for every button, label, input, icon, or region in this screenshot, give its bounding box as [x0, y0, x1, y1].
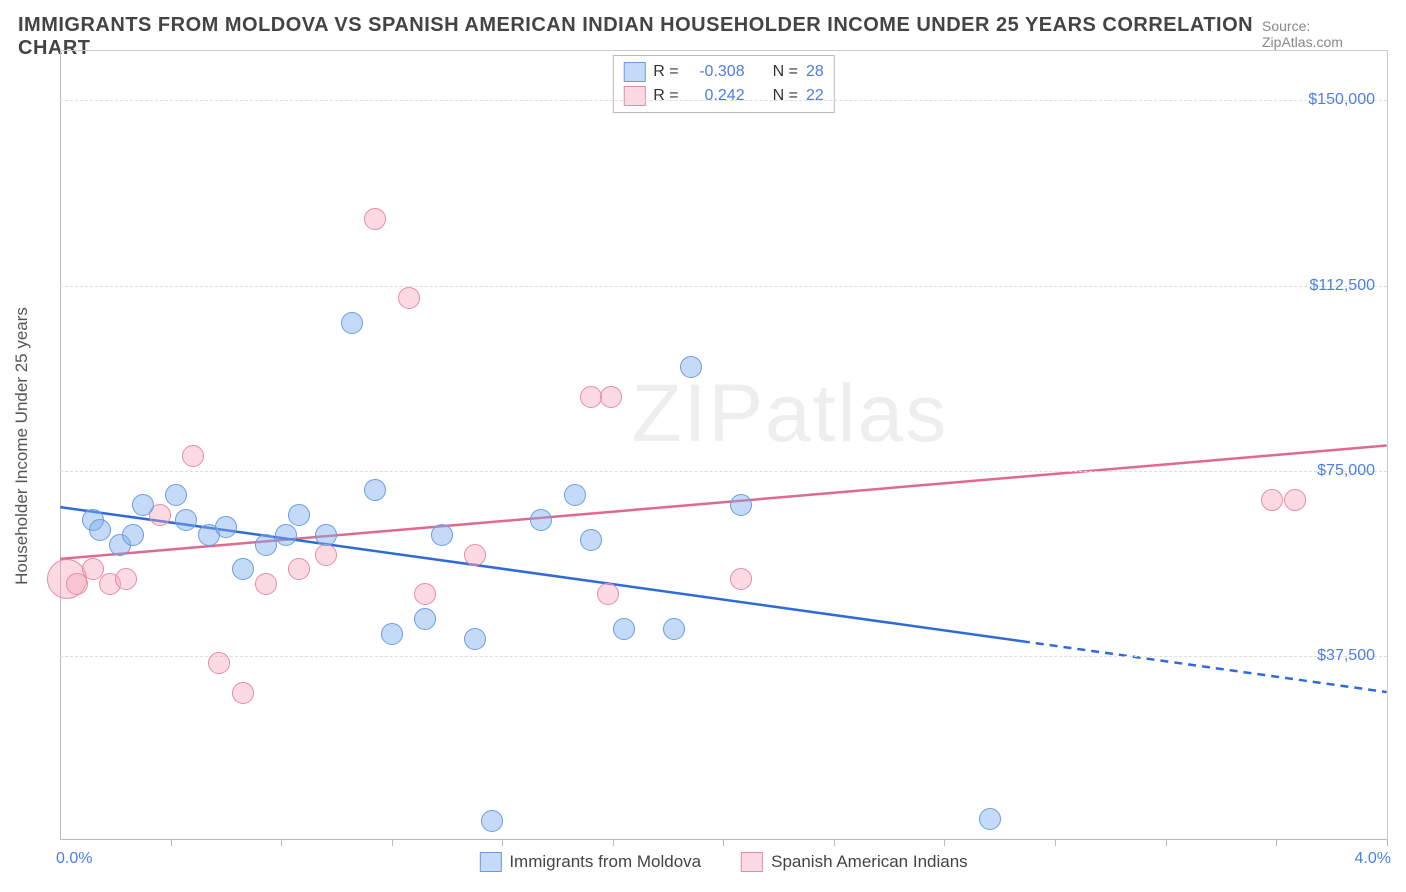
x-max-label: 4.0%: [1355, 850, 1391, 868]
y-tick-label: $75,000: [1317, 462, 1375, 480]
data-point: [182, 445, 204, 467]
y-tick-label: $112,500: [1309, 277, 1375, 295]
h-gridline: [60, 471, 1387, 472]
data-point: [600, 386, 622, 408]
swatch-pink: [623, 86, 645, 106]
series-legend: Immigrants from Moldova Spanish American…: [479, 852, 967, 872]
data-point: [255, 573, 277, 595]
n-label: N =: [773, 60, 798, 84]
y-axis: [60, 51, 61, 840]
series-label-a: Immigrants from Moldova: [509, 852, 701, 872]
data-point: [315, 524, 337, 546]
data-point: [580, 386, 602, 408]
data-point: [613, 618, 635, 640]
data-point: [580, 529, 602, 551]
series-legend-item-a: Immigrants from Moldova: [479, 852, 701, 872]
data-point: [315, 544, 337, 566]
data-point: [215, 516, 237, 538]
correlation-legend-row-b: R = 0.242 N = 22: [623, 84, 823, 108]
h-gridline: [60, 656, 1387, 657]
data-point: [680, 356, 702, 378]
data-point: [232, 682, 254, 704]
y-axis-title: Householder Income Under 25 years: [12, 307, 32, 585]
data-point: [597, 583, 619, 605]
data-point: [381, 623, 403, 645]
swatch-blue: [479, 852, 501, 872]
data-point: [288, 558, 310, 580]
watermark: ZIPatlas: [631, 367, 948, 461]
data-point: [122, 524, 144, 546]
data-point: [730, 494, 752, 516]
data-point: [464, 544, 486, 566]
correlation-legend: R = -0.308 N = 28 R = 0.242 N = 22: [612, 55, 834, 113]
series-legend-item-b: Spanish American Indians: [741, 852, 968, 872]
x-minor-tick: [1166, 840, 1167, 846]
x-minor-tick: [944, 840, 945, 846]
x-minor-tick: [723, 840, 724, 846]
data-point: [364, 208, 386, 230]
x-minor-tick: [392, 840, 393, 846]
data-point: [275, 524, 297, 546]
data-point: [414, 608, 436, 630]
data-point: [1261, 489, 1283, 511]
data-point: [530, 509, 552, 531]
swatch-blue: [623, 62, 645, 82]
data-point: [414, 583, 436, 605]
trendlines-layer: [60, 51, 1387, 840]
data-point: [464, 628, 486, 650]
r-label: R =: [653, 60, 678, 84]
data-point: [255, 534, 277, 556]
h-gridline: [60, 286, 1387, 287]
r-value-a: -0.308: [687, 60, 745, 84]
r-value-b: 0.242: [687, 84, 745, 108]
plot-area: Householder Income Under 25 years ZIPatl…: [60, 50, 1388, 840]
source-label: Source: ZipAtlas.com: [1262, 18, 1388, 50]
series-label-b: Spanish American Indians: [771, 852, 968, 872]
data-point: [481, 810, 503, 832]
swatch-pink: [741, 852, 763, 872]
n-value-b: 22: [806, 84, 824, 108]
data-point: [175, 509, 197, 531]
data-point: [431, 524, 453, 546]
x-minor-tick: [502, 840, 503, 846]
x-minor-tick: [1276, 840, 1277, 846]
y-tick-label: $150,000: [1308, 91, 1375, 109]
y-tick-label: $37,500: [1317, 647, 1375, 665]
data-point: [730, 568, 752, 590]
data-point: [165, 484, 187, 506]
r-label: R =: [653, 84, 678, 108]
correlation-legend-row-a: R = -0.308 N = 28: [623, 60, 823, 84]
x-minor-tick: [281, 840, 282, 846]
data-point: [132, 494, 154, 516]
h-gridline: [60, 100, 1387, 101]
data-point: [979, 808, 1001, 830]
data-point: [288, 504, 310, 526]
data-point: [398, 287, 420, 309]
data-point: [89, 519, 111, 541]
data-point: [232, 558, 254, 580]
x-minor-tick: [1387, 840, 1388, 846]
data-point: [341, 312, 363, 334]
data-point: [208, 652, 230, 674]
x-min-label: 0.0%: [56, 850, 92, 868]
x-minor-tick: [834, 840, 835, 846]
data-point: [663, 618, 685, 640]
x-minor-tick: [613, 840, 614, 846]
n-value-a: 28: [806, 60, 824, 84]
data-point: [1284, 489, 1306, 511]
n-label: N =: [773, 84, 798, 108]
x-minor-tick: [171, 840, 172, 846]
data-point: [364, 479, 386, 501]
data-point: [115, 568, 137, 590]
x-minor-tick: [1055, 840, 1056, 846]
data-point: [564, 484, 586, 506]
